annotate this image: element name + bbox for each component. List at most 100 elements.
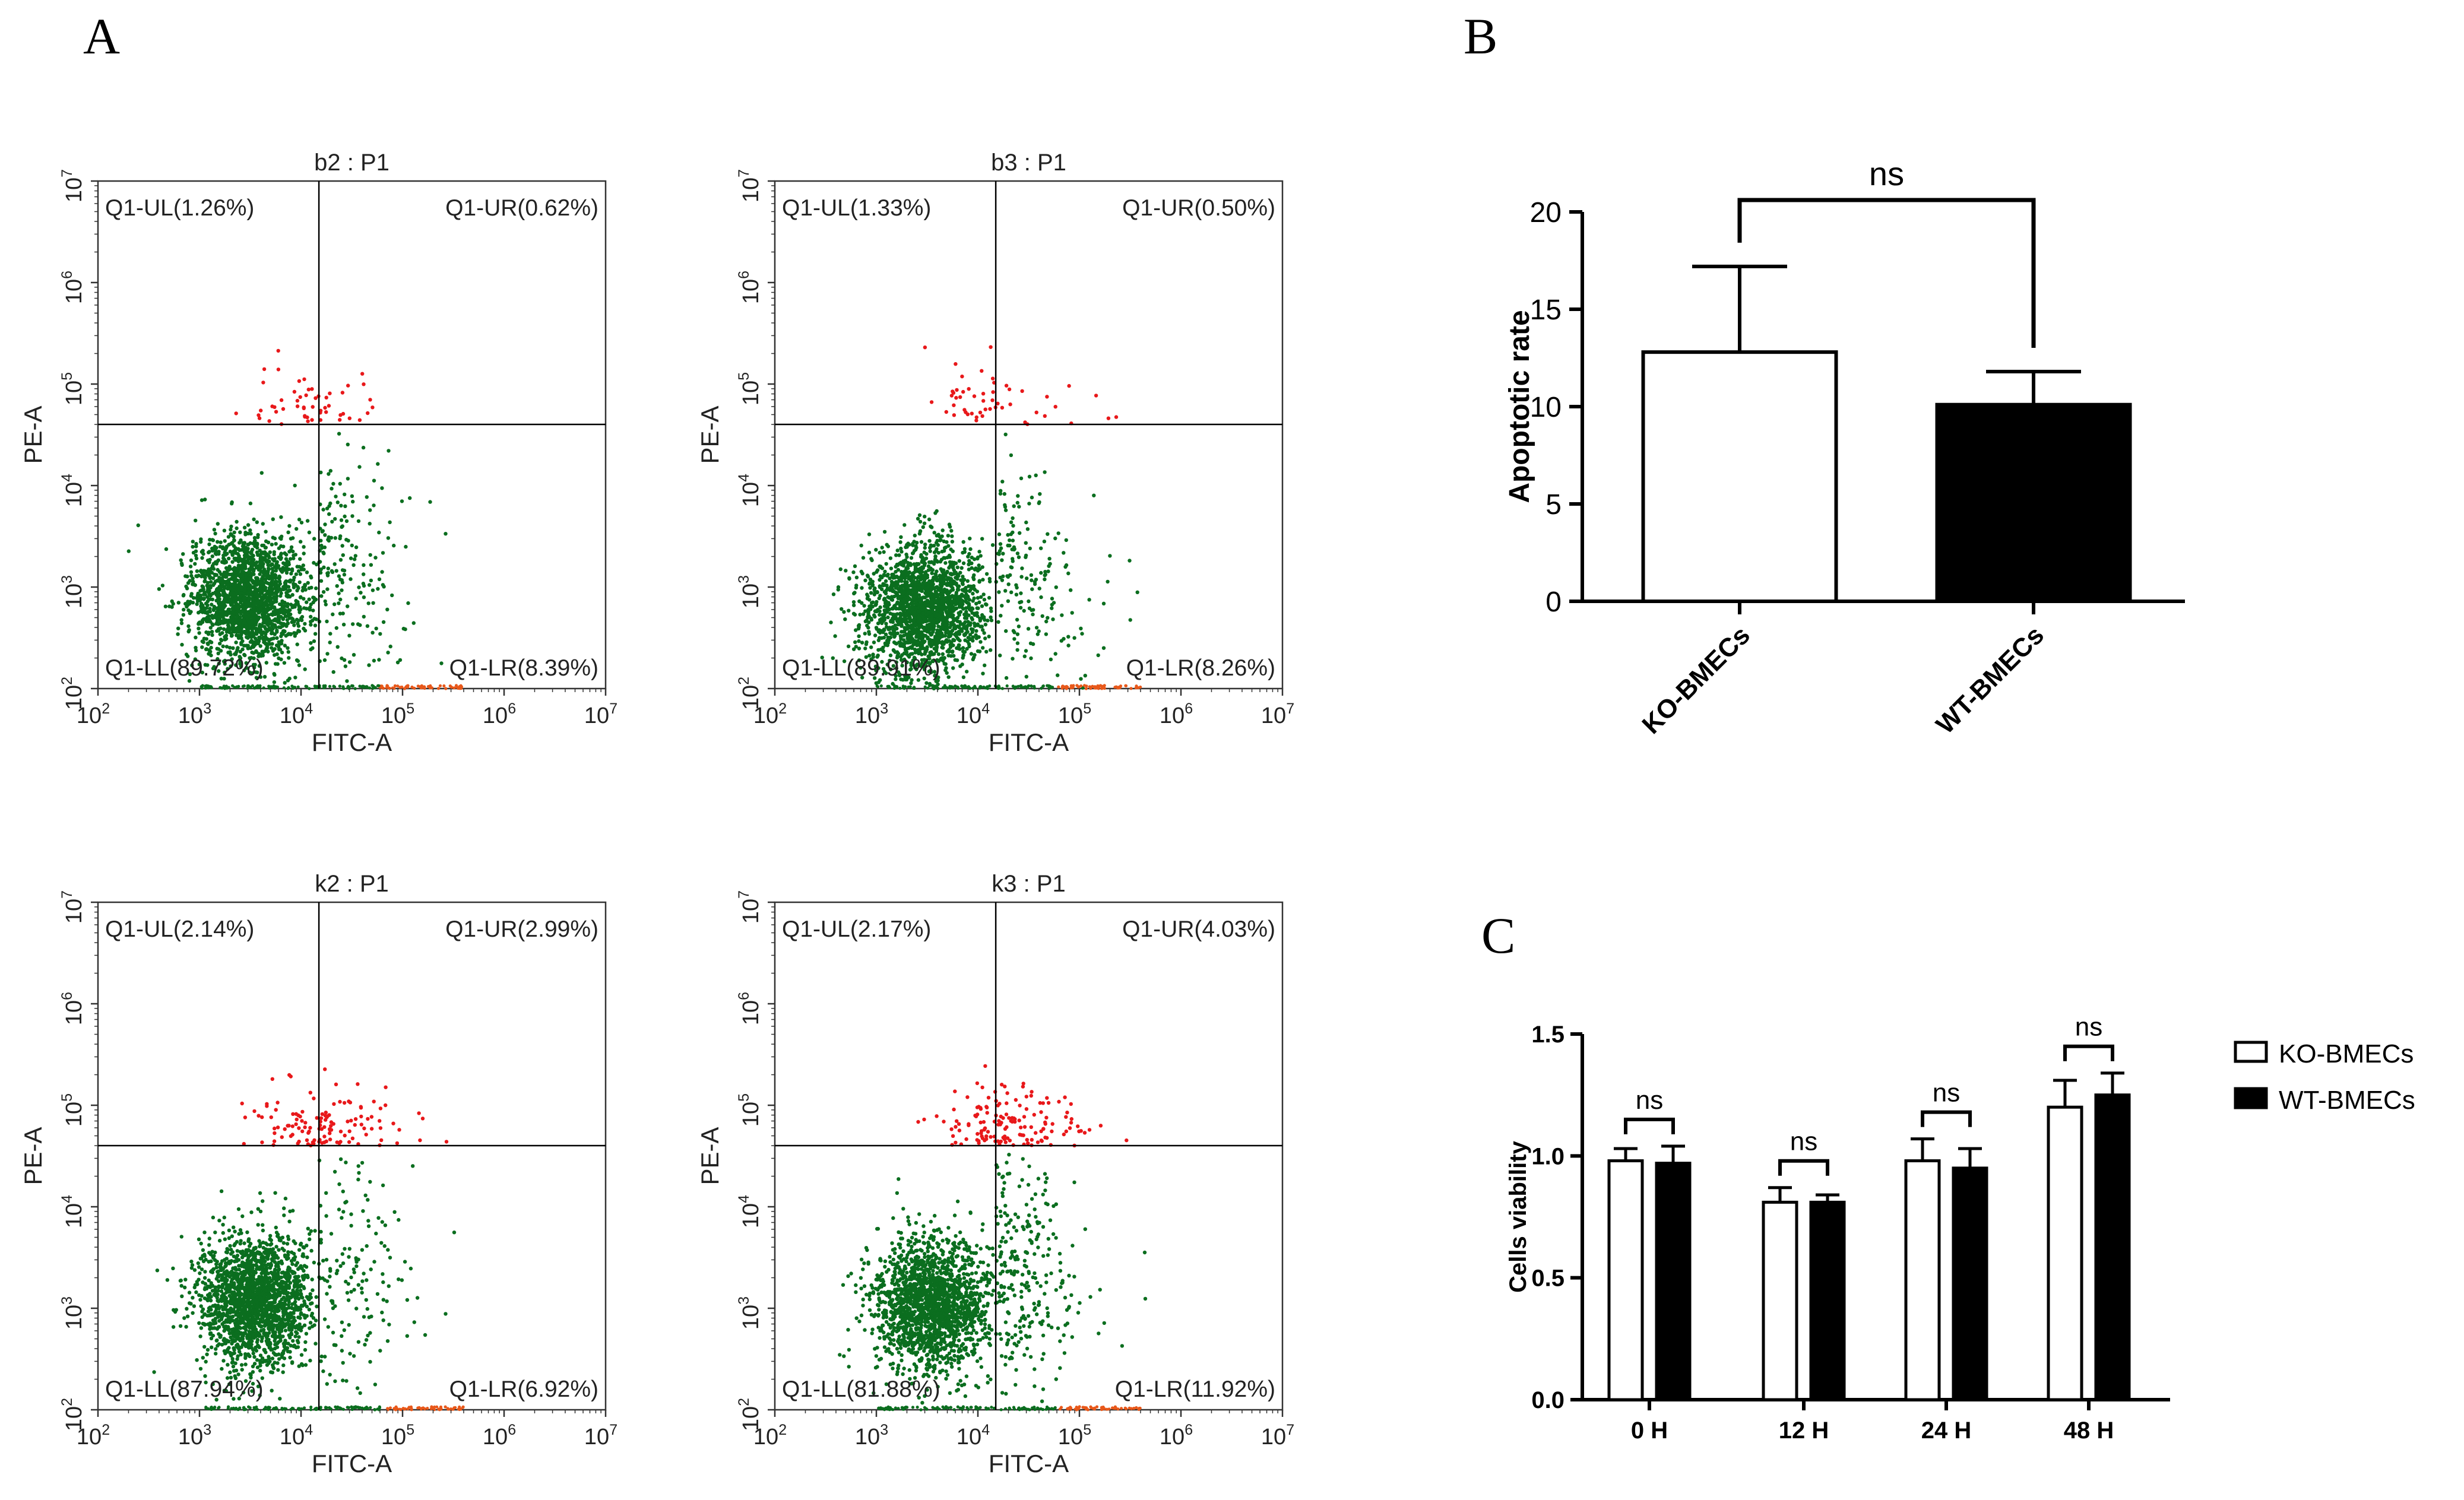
event-dot xyxy=(242,595,246,600)
event-dot xyxy=(971,591,975,596)
event-dot xyxy=(1053,652,1057,656)
event-dot xyxy=(217,550,221,554)
event-dot xyxy=(1025,527,1030,531)
event-dot xyxy=(211,616,215,620)
event-dot xyxy=(322,658,327,662)
event-dot xyxy=(1057,685,1060,689)
event-dot xyxy=(288,557,293,561)
event-dot xyxy=(978,640,983,644)
event-dot xyxy=(919,646,924,651)
event-dot xyxy=(1003,508,1008,512)
event-dot xyxy=(323,405,327,410)
tick-exponent: 6 xyxy=(59,271,75,279)
event-dot xyxy=(216,629,221,633)
event-dot xyxy=(909,556,914,560)
event-dot xyxy=(331,481,335,486)
event-dot xyxy=(214,546,218,550)
event-dot xyxy=(1029,656,1033,661)
event-dot xyxy=(898,616,902,620)
event-dot xyxy=(958,622,963,626)
event-dot xyxy=(285,618,289,622)
event-dot xyxy=(991,390,995,394)
event-dot xyxy=(306,419,310,423)
event-dot xyxy=(866,594,870,598)
event-dot xyxy=(1099,684,1103,687)
event-dot xyxy=(891,576,895,580)
event-dot xyxy=(299,540,303,544)
event-dot xyxy=(1066,643,1071,648)
event-dot xyxy=(214,562,218,566)
event-dot xyxy=(170,605,174,609)
event-dot xyxy=(1072,636,1076,640)
event-dot xyxy=(252,616,256,621)
event-dot xyxy=(869,591,873,595)
event-dot xyxy=(338,611,343,616)
event-dot xyxy=(239,538,243,543)
event-dot xyxy=(951,666,955,670)
event-dot xyxy=(910,598,914,602)
event-dot xyxy=(1023,420,1027,424)
event-dot xyxy=(338,418,342,422)
event-dot xyxy=(867,630,871,634)
event-dot xyxy=(311,405,315,409)
event-dot xyxy=(932,550,937,554)
event-dot xyxy=(1042,540,1047,544)
event-dot xyxy=(246,523,251,527)
event-dot xyxy=(302,597,306,601)
event-dot xyxy=(347,660,352,664)
event-dot xyxy=(1019,685,1023,689)
event-dot xyxy=(1045,395,1049,399)
event-dot xyxy=(1129,687,1133,690)
event-dot xyxy=(255,520,259,524)
event-dot xyxy=(239,618,243,623)
event-dot xyxy=(328,391,332,395)
event-dot xyxy=(290,620,294,624)
event-dot xyxy=(954,362,958,366)
event-dot xyxy=(221,627,226,632)
event-dot xyxy=(876,607,880,612)
event-dot xyxy=(361,581,366,586)
event-dot xyxy=(218,540,223,544)
event-dot xyxy=(976,596,980,600)
event-dot xyxy=(971,599,975,603)
event-dot xyxy=(1011,684,1015,688)
tick-base: 10 xyxy=(739,583,764,608)
event-dot xyxy=(1044,619,1049,624)
event-dot xyxy=(250,596,254,601)
event-dot xyxy=(210,570,214,575)
x-tick-label: 106 xyxy=(1160,700,1193,728)
event-dot xyxy=(243,562,247,566)
event-dot xyxy=(197,662,201,667)
event-dot xyxy=(968,588,973,592)
event-dot xyxy=(207,550,211,554)
event-dot xyxy=(1030,578,1034,582)
event-dot xyxy=(328,469,332,473)
event-dot xyxy=(977,563,981,567)
event-dot xyxy=(277,614,281,618)
event-dot xyxy=(235,630,239,634)
event-dot xyxy=(299,595,303,599)
event-dot xyxy=(944,638,949,642)
event-dot xyxy=(372,658,376,663)
event-dot xyxy=(915,563,919,567)
event-dot xyxy=(370,405,375,410)
event-dot xyxy=(300,615,305,619)
event-dot xyxy=(863,578,867,582)
event-dot xyxy=(961,540,965,544)
event-dot xyxy=(988,407,992,411)
event-dot xyxy=(280,631,284,636)
event-dot xyxy=(863,646,867,651)
event-dot xyxy=(909,681,913,686)
event-dot xyxy=(408,496,412,500)
event-dot xyxy=(1035,632,1040,636)
event-dot xyxy=(193,562,197,566)
event-dot xyxy=(194,635,198,640)
event-dot xyxy=(1008,543,1012,548)
event-dot xyxy=(940,534,944,538)
event-dot xyxy=(354,597,358,601)
event-dot xyxy=(951,608,955,612)
event-dot xyxy=(921,604,925,609)
event-dot xyxy=(302,551,306,556)
event-dot xyxy=(936,543,940,547)
event-dot xyxy=(901,559,905,563)
